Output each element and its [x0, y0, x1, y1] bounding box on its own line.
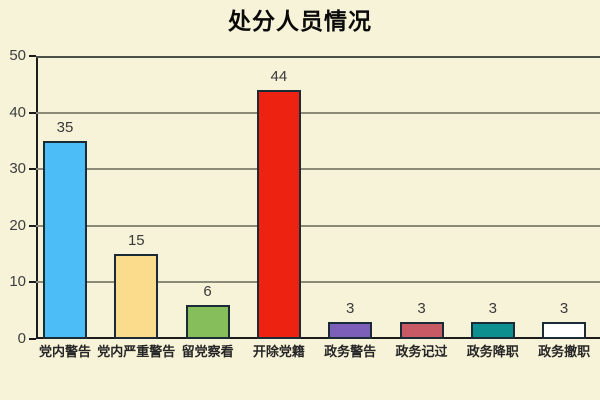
- gridline: [36, 168, 600, 171]
- chart-title: 处分人员情况: [228, 8, 372, 34]
- y-axis-tick: [29, 111, 36, 114]
- x-axis-label: 党内严重警告: [97, 344, 176, 359]
- bar: [399, 322, 444, 339]
- x-axis-label: 政务记过: [395, 344, 448, 359]
- bar-value-label: 3: [417, 300, 426, 318]
- bar-value-label: 3: [559, 300, 569, 318]
- bar-value-label: 35: [56, 118, 74, 136]
- bar: [542, 322, 587, 339]
- gridline: [36, 281, 600, 284]
- y-axis-tick: [29, 168, 36, 171]
- y-axis-tick-label: 0: [17, 330, 26, 347]
- x-axis-label: 党内警告: [38, 344, 91, 359]
- y-axis-tick-label: 40: [9, 103, 26, 121]
- plot-area: [36, 56, 600, 339]
- gridline: [36, 111, 600, 114]
- x-axis-label: 留党察看: [181, 344, 234, 359]
- y-axis-tick-label: 20: [9, 216, 26, 234]
- y-axis-tick: [29, 338, 36, 340]
- bar: [470, 322, 515, 339]
- x-axis-label: 开除党籍: [252, 344, 305, 359]
- plot-top-border: [36, 56, 600, 58]
- y-axis-tick: [29, 281, 36, 284]
- x-axis-line: [36, 337, 600, 339]
- bar: [185, 305, 230, 339]
- bar: [43, 141, 87, 339]
- bar: [114, 254, 159, 339]
- y-axis-line: [36, 56, 38, 339]
- bar: [328, 322, 373, 339]
- bar-value-label: 44: [270, 67, 288, 85]
- x-axis-label: 政务撤职: [538, 344, 591, 359]
- bar-value-label: 3: [488, 300, 497, 318]
- y-axis-tick: [29, 224, 36, 227]
- y-axis-tick-label: 10: [9, 273, 26, 291]
- y-axis-tick-label: 50: [9, 47, 26, 64]
- gridline: [36, 224, 600, 227]
- bar: [256, 90, 301, 339]
- y-axis-tick: [29, 55, 36, 57]
- y-axis-tick-label: 30: [9, 160, 26, 178]
- x-axis-label: 政务警告: [324, 344, 377, 359]
- x-axis-label: 政务降职: [466, 344, 519, 359]
- bar-value-label: 6: [203, 283, 212, 301]
- bar-value-label: 3: [346, 300, 355, 318]
- bar-value-label: 15: [127, 232, 145, 250]
